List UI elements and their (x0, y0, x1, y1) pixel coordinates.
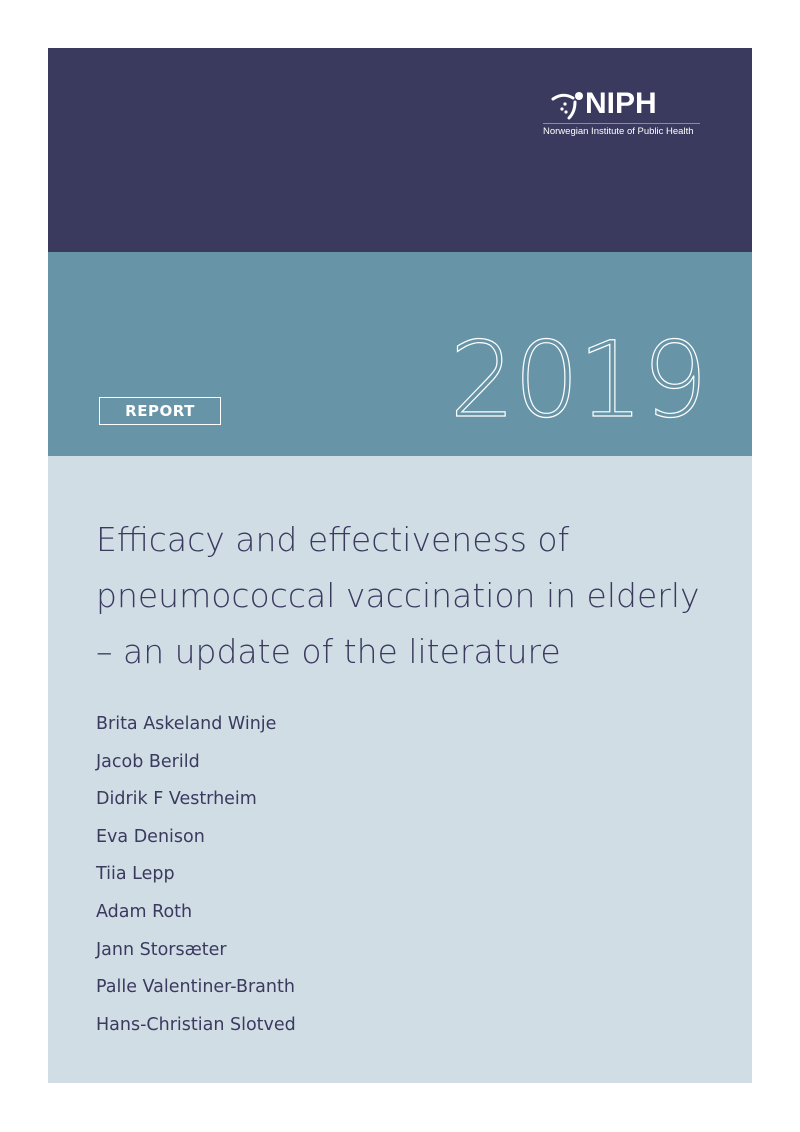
title-panel: Efficacy and effectiveness of pneumococc… (48, 456, 752, 1083)
author: Jacob Berild (96, 751, 200, 772)
title-line: pneumococcal vaccination in elderly (96, 576, 700, 615)
logo-subtitle: Norwegian Institute of Public Health (543, 126, 694, 137)
header-panel: NIPH Norwegian Institute of Public Healt… (48, 48, 752, 252)
author: Adam Roth (96, 901, 193, 922)
report-type-badge: REPORT (99, 397, 221, 425)
author: Palle Valentiner-Branth (96, 977, 295, 998)
title-line: – an update of the literature (96, 632, 561, 671)
title-line: Efficacy and effectiveness of (96, 520, 570, 559)
report-cover: NIPH Norwegian Institute of Public Healt… (48, 48, 752, 1083)
author: Jann Storsæter (96, 939, 227, 960)
author: Hans-Christian Slotved (96, 1014, 296, 1035)
report-year: 2019 (449, 319, 709, 441)
report-title: Efficacy and effectiveness of pneumococc… (96, 512, 736, 680)
author: Eva Denison (96, 826, 205, 847)
author-list: Brita Askeland Winje Jacob Berild Didrik… (96, 706, 296, 1044)
logo-divider (543, 123, 700, 124)
author: Didrik F Vestrheim (96, 789, 257, 810)
year-band: 2019 REPORT (48, 252, 752, 456)
logo-name: NIPH (585, 87, 657, 120)
author: Brita Askeland Winje (96, 714, 277, 734)
author: Tiia Lepp (96, 864, 175, 885)
niph-figure-icon (551, 92, 583, 120)
